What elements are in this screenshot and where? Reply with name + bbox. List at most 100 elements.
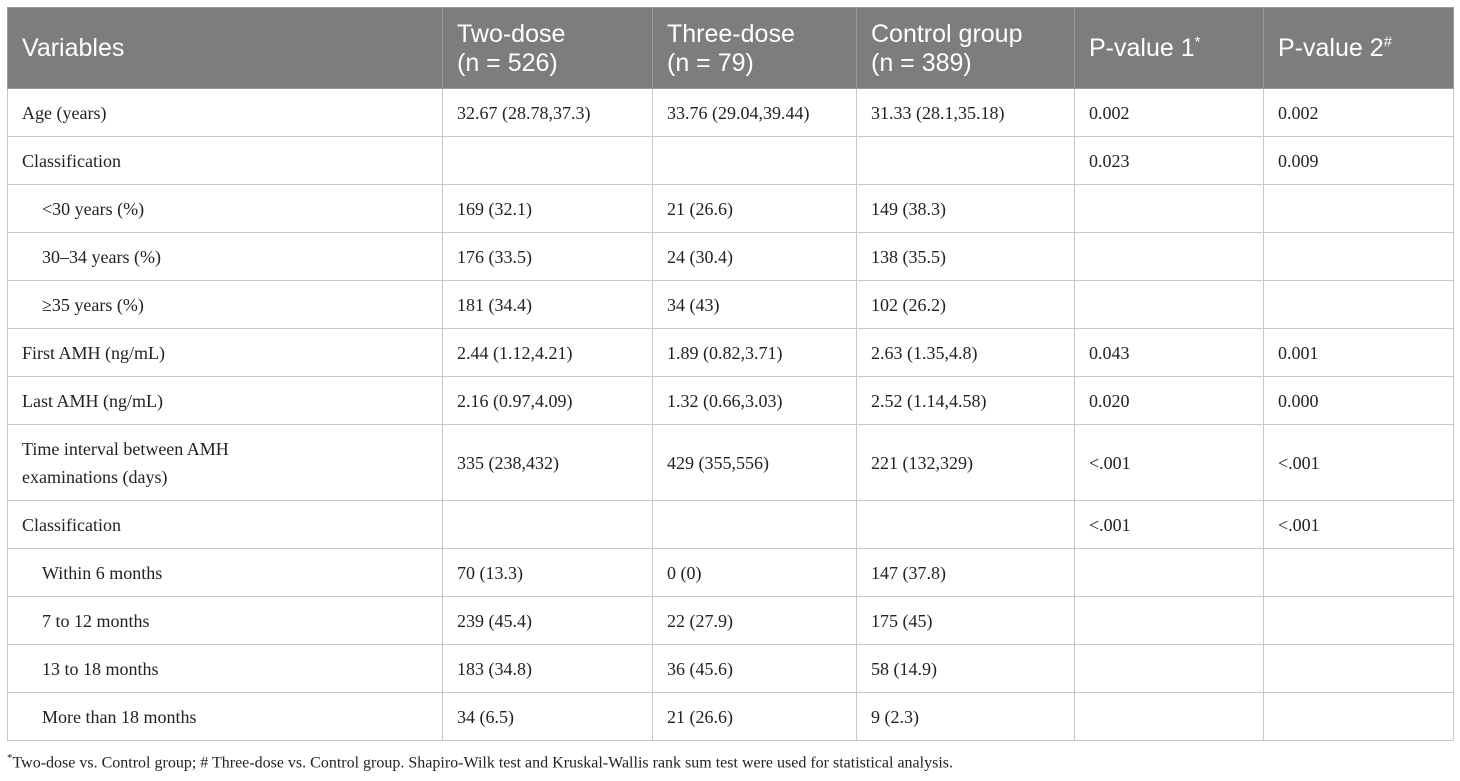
row-label: Time interval between AMH examinations (d… xyxy=(7,424,443,501)
footnote-mark: * xyxy=(7,752,13,764)
cell-two-dose: 335 (238,432) xyxy=(442,424,653,501)
table-row: 7 to 12 months 239 (45.4) 22 (27.9) 175 … xyxy=(7,596,1454,645)
cell-three-dose: 34 (43) xyxy=(652,280,857,329)
cell-two-dose: 183 (34.8) xyxy=(442,644,653,693)
cell-control: 221 (132,329) xyxy=(856,424,1075,501)
cell-p2 xyxy=(1263,596,1454,645)
cell-two-dose xyxy=(442,136,653,185)
cell-p2 xyxy=(1263,548,1454,597)
cell-three-dose: 1.89 (0.82,3.71) xyxy=(652,328,857,377)
table-footnote: *Two-dose vs. Control group; # Three-dos… xyxy=(7,752,953,772)
cell-control: 138 (35.5) xyxy=(856,232,1075,281)
cell-three-dose xyxy=(652,500,857,549)
table-row: Classification 0.023 0.009 xyxy=(7,136,1454,185)
header-variables-label: Variables xyxy=(22,34,125,62)
header-control: Control group (n = 389) xyxy=(856,7,1075,89)
cell-three-dose: 21 (26.6) xyxy=(652,692,857,741)
cell-p1: 0.020 xyxy=(1074,376,1264,425)
table-header: Variables Two-dose (n = 526) Three-dose (n… xyxy=(7,7,1454,89)
table-row: Time interval between AMH examinations (d… xyxy=(7,424,1454,501)
row-label: Within 6 months xyxy=(7,548,443,597)
cell-control: 31.33 (28.1,35.18) xyxy=(856,88,1075,137)
header-two-dose: Two-dose (n = 526) xyxy=(442,7,653,89)
row-label: Last AMH (ng/mL) xyxy=(7,376,443,425)
cell-p1: 0.043 xyxy=(1074,328,1264,377)
table-row: Age (years) 32.67 (28.78,37.3) 33.76 (29… xyxy=(7,88,1454,137)
cell-control: 149 (38.3) xyxy=(856,184,1075,233)
row-label: 30–34 years (%) xyxy=(7,232,443,281)
cell-p1 xyxy=(1074,184,1264,233)
cell-control: 147 (37.8) xyxy=(856,548,1075,597)
table-row: Classification <.001 <.001 xyxy=(7,500,1454,549)
row-label: Classification xyxy=(7,136,443,185)
header-row: Variables Two-dose (n = 526) Three-dose (n… xyxy=(7,7,1454,89)
cell-p1: <.001 xyxy=(1074,424,1264,501)
cell-three-dose: 0 (0) xyxy=(652,548,857,597)
table-row: More than 18 months 34 (6.5) 21 (26.6) 9… xyxy=(7,692,1454,741)
cell-p1: 0.023 xyxy=(1074,136,1264,185)
header-three-dose-n: (n = 79) xyxy=(667,48,754,77)
cell-p2: 0.000 xyxy=(1263,376,1454,425)
row-label-line1: Time interval between AMH xyxy=(22,438,229,459)
cell-two-dose: 34 (6.5) xyxy=(442,692,653,741)
cell-three-dose: 1.32 (0.66,3.03) xyxy=(652,376,857,425)
header-pvalue2-mark: # xyxy=(1383,33,1392,51)
cell-two-dose: 70 (13.3) xyxy=(442,548,653,597)
row-label: ≥35 years (%) xyxy=(7,280,443,329)
table-body: Age (years) 32.67 (28.78,37.3) 33.76 (29… xyxy=(7,88,1454,741)
row-label: First AMH (ng/mL) xyxy=(7,328,443,377)
cell-p1 xyxy=(1074,280,1264,329)
cell-control: 175 (45) xyxy=(856,596,1075,645)
cell-three-dose xyxy=(652,136,857,185)
header-pvalue1-label: P-value 1 xyxy=(1089,34,1195,62)
row-label: 7 to 12 months xyxy=(7,596,443,645)
header-pvalue1: P-value 1* xyxy=(1074,7,1264,89)
row-label-line2: examinations (days) xyxy=(22,466,168,487)
cell-p2 xyxy=(1263,644,1454,693)
cell-two-dose: 32.67 (28.78,37.3) xyxy=(442,88,653,137)
cell-three-dose: 36 (45.6) xyxy=(652,644,857,693)
cell-control: 2.52 (1.14,4.58) xyxy=(856,376,1075,425)
cell-three-dose: 33.76 (29.04,39.44) xyxy=(652,88,857,137)
cell-control: 2.63 (1.35,4.8) xyxy=(856,328,1075,377)
cell-two-dose: 181 (34.4) xyxy=(442,280,653,329)
header-pvalue2: P-value 2# xyxy=(1263,7,1454,89)
header-two-dose-n: (n = 526) xyxy=(457,48,558,77)
row-label: Age (years) xyxy=(7,88,443,137)
header-control-label: Control group xyxy=(871,19,1023,48)
row-label: More than 18 months xyxy=(7,692,443,741)
header-two-dose-label: Two-dose xyxy=(457,19,566,48)
cell-p2 xyxy=(1263,184,1454,233)
cell-p1 xyxy=(1074,232,1264,281)
header-variables: Variables xyxy=(7,7,443,89)
cell-p1 xyxy=(1074,596,1264,645)
cell-control xyxy=(856,136,1075,185)
table-row: Within 6 months 70 (13.3) 0 (0) 147 (37.… xyxy=(7,548,1454,597)
cell-control xyxy=(856,500,1075,549)
cell-p2 xyxy=(1263,692,1454,741)
cell-p1 xyxy=(1074,692,1264,741)
cell-two-dose xyxy=(442,500,653,549)
cell-p1: 0.002 xyxy=(1074,88,1264,137)
cell-three-dose: 24 (30.4) xyxy=(652,232,857,281)
cell-p1 xyxy=(1074,644,1264,693)
cell-p2: <.001 xyxy=(1263,424,1454,501)
header-control-n: (n = 389) xyxy=(871,48,972,77)
cell-p1: <.001 xyxy=(1074,500,1264,549)
cell-p2 xyxy=(1263,280,1454,329)
cell-p1 xyxy=(1074,548,1264,597)
cell-two-dose: 169 (32.1) xyxy=(442,184,653,233)
row-label: <30 years (%) xyxy=(7,184,443,233)
data-table: Variables Two-dose (n = 526) Three-dose (n… xyxy=(7,7,1454,741)
header-pvalue2-label: P-value 2 xyxy=(1278,34,1384,62)
row-label: 13 to 18 months xyxy=(7,644,443,693)
cell-two-dose: 2.16 (0.97,4.09) xyxy=(442,376,653,425)
cell-two-dose: 176 (33.5) xyxy=(442,232,653,281)
cell-p2: 0.001 xyxy=(1263,328,1454,377)
cell-control: 102 (26.2) xyxy=(856,280,1075,329)
cell-p2: <.001 xyxy=(1263,500,1454,549)
header-three-dose-label: Three-dose xyxy=(667,19,795,48)
cell-three-dose: 21 (26.6) xyxy=(652,184,857,233)
cell-control: 9 (2.3) xyxy=(856,692,1075,741)
table-row: Last AMH (ng/mL) 2.16 (0.97,4.09) 1.32 (… xyxy=(7,376,1454,425)
